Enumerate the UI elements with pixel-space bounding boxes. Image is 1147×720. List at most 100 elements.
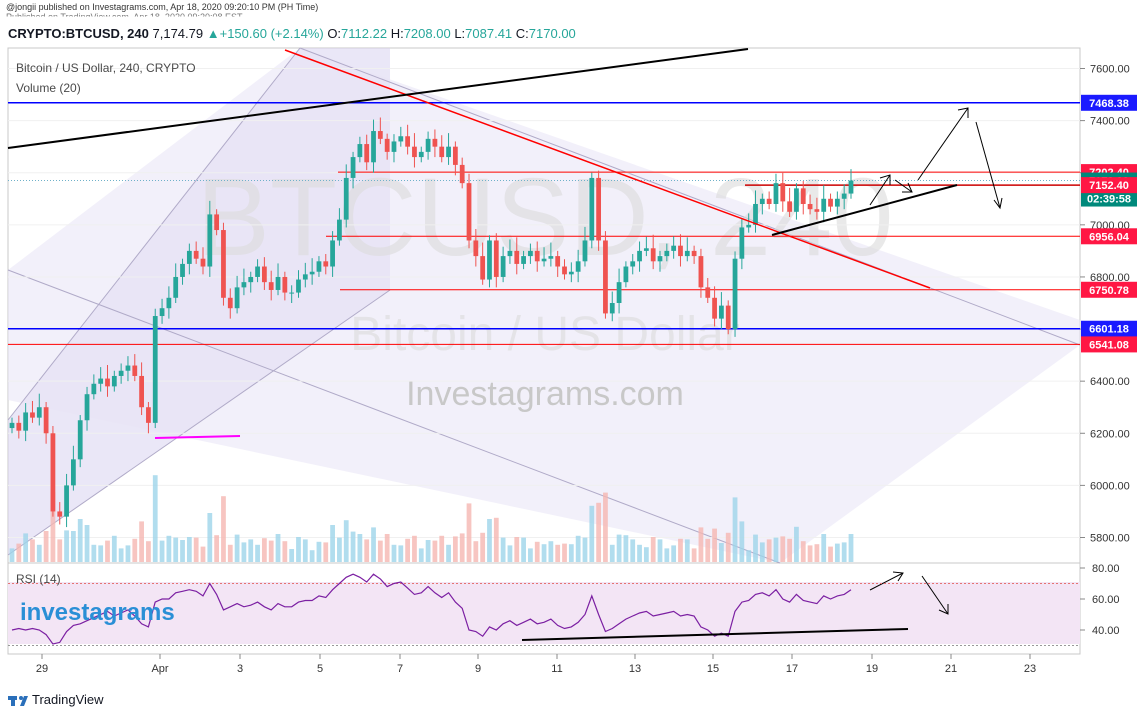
candle-body[interactable] [562,266,567,275]
candle-body[interactable] [637,250,642,262]
candle-body[interactable] [534,250,540,262]
candle-body[interactable] [500,256,506,277]
candle-body[interactable] [528,250,533,257]
candle-body[interactable] [364,144,370,163]
candle-body[interactable] [473,240,479,257]
candle-body[interactable] [43,407,49,434]
candle-body[interactable] [480,256,486,280]
symbol-label[interactable]: CRYPTO:BTCUSD, 240 [8,26,149,41]
black-trend-line-top[interactable] [7,48,749,149]
candle-body[interactable] [684,250,690,257]
candle-body[interactable] [603,240,608,314]
candle-body[interactable] [596,177,602,241]
candle-body[interactable] [50,433,56,512]
candle-body[interactable] [357,144,363,158]
candle-body[interactable] [787,201,792,212]
candle-body[interactable] [180,263,185,277]
candle-body[interactable] [16,422,22,431]
candle-body[interactable] [589,177,595,241]
candle-body[interactable] [746,224,752,228]
candle-body[interactable] [446,146,451,158]
candle-body[interactable] [261,266,267,283]
candle-body[interactable] [487,240,492,280]
candle-body[interactable] [548,256,554,259]
candle-body[interactable] [507,250,513,257]
candle-body[interactable] [800,188,806,204]
candle-body[interactable] [391,141,397,152]
candle-body[interactable] [412,146,417,158]
candle-body[interactable] [152,316,158,423]
candle-body[interactable] [296,279,301,293]
candle-body[interactable] [814,209,820,212]
candle-body[interactable] [64,485,69,517]
candle-body[interactable] [268,282,274,290]
candle-body[interactable] [91,383,97,395]
candle-body[interactable] [807,203,813,210]
candle-body[interactable] [330,240,335,267]
candle-body[interactable] [452,146,458,165]
candle-body[interactable] [275,276,281,290]
candle-body[interactable] [302,274,308,280]
candle-body[interactable] [316,261,322,272]
black-support-line[interactable] [771,184,958,236]
candle-body[interactable] [650,248,656,262]
candle-body[interactable] [568,271,574,275]
candle-body[interactable] [664,250,670,257]
candle-body[interactable] [343,177,349,220]
candle-body[interactable] [732,258,738,330]
candle-body[interactable] [841,193,847,199]
candle-body[interactable] [643,248,649,251]
candle-body[interactable] [575,261,581,272]
candle-body[interactable] [221,230,226,298]
candles[interactable] [9,117,854,528]
candle-body[interactable] [248,276,254,283]
candle-body[interactable] [439,146,445,158]
candle-body[interactable] [514,250,520,264]
magenta-support[interactable] [154,435,241,439]
candle-body[interactable] [23,412,29,431]
candle-body[interactable] [125,365,131,371]
candle-body[interactable] [555,256,561,267]
candle-body[interactable] [282,276,288,293]
candle-body[interactable] [84,394,90,421]
candle-body[interactable] [309,271,315,275]
candle-body[interactable] [753,203,758,225]
candle-body[interactable] [766,198,772,204]
candle-body[interactable] [794,188,799,212]
candle-body[interactable] [71,459,76,486]
candle-body[interactable] [493,240,499,277]
candle-body[interactable] [418,151,424,158]
candle-body[interactable] [111,375,117,387]
candle-body[interactable] [159,308,165,317]
candle-body[interactable] [9,422,15,429]
rsi-trend-line[interactable] [521,628,909,641]
candle-body[interactable] [337,219,342,241]
candle-body[interactable] [739,227,745,259]
candle-body[interactable] [377,131,383,139]
candle-body[interactable] [725,305,731,330]
candle-body[interactable] [657,256,663,262]
candle-body[interactable] [350,157,356,178]
candle-body[interactable] [582,240,588,262]
candle-body[interactable] [30,412,35,418]
candle-body[interactable] [609,303,615,314]
candle-body[interactable] [834,198,840,207]
candle-body[interactable] [678,245,683,257]
candle-body[interactable] [207,214,213,267]
candle-body[interactable] [398,136,404,142]
candle-body[interactable] [36,407,42,418]
candle-body[interactable] [712,297,717,319]
projection-arrows[interactable] [869,107,1003,615]
candle-body[interactable] [848,180,854,194]
candle-body[interactable] [425,138,431,152]
candle-body[interactable] [828,198,833,207]
candle-body[interactable] [541,258,547,262]
candle-body[interactable] [118,370,124,376]
price-axis[interactable]: 7600.007400.007200.007000.006800.006600.… [1080,64,1130,545]
candle-body[interactable] [289,292,295,294]
candle-body[interactable] [623,266,629,283]
candle-body[interactable] [780,183,786,202]
candle-body[interactable] [384,138,390,152]
candle-body[interactable] [466,183,472,241]
